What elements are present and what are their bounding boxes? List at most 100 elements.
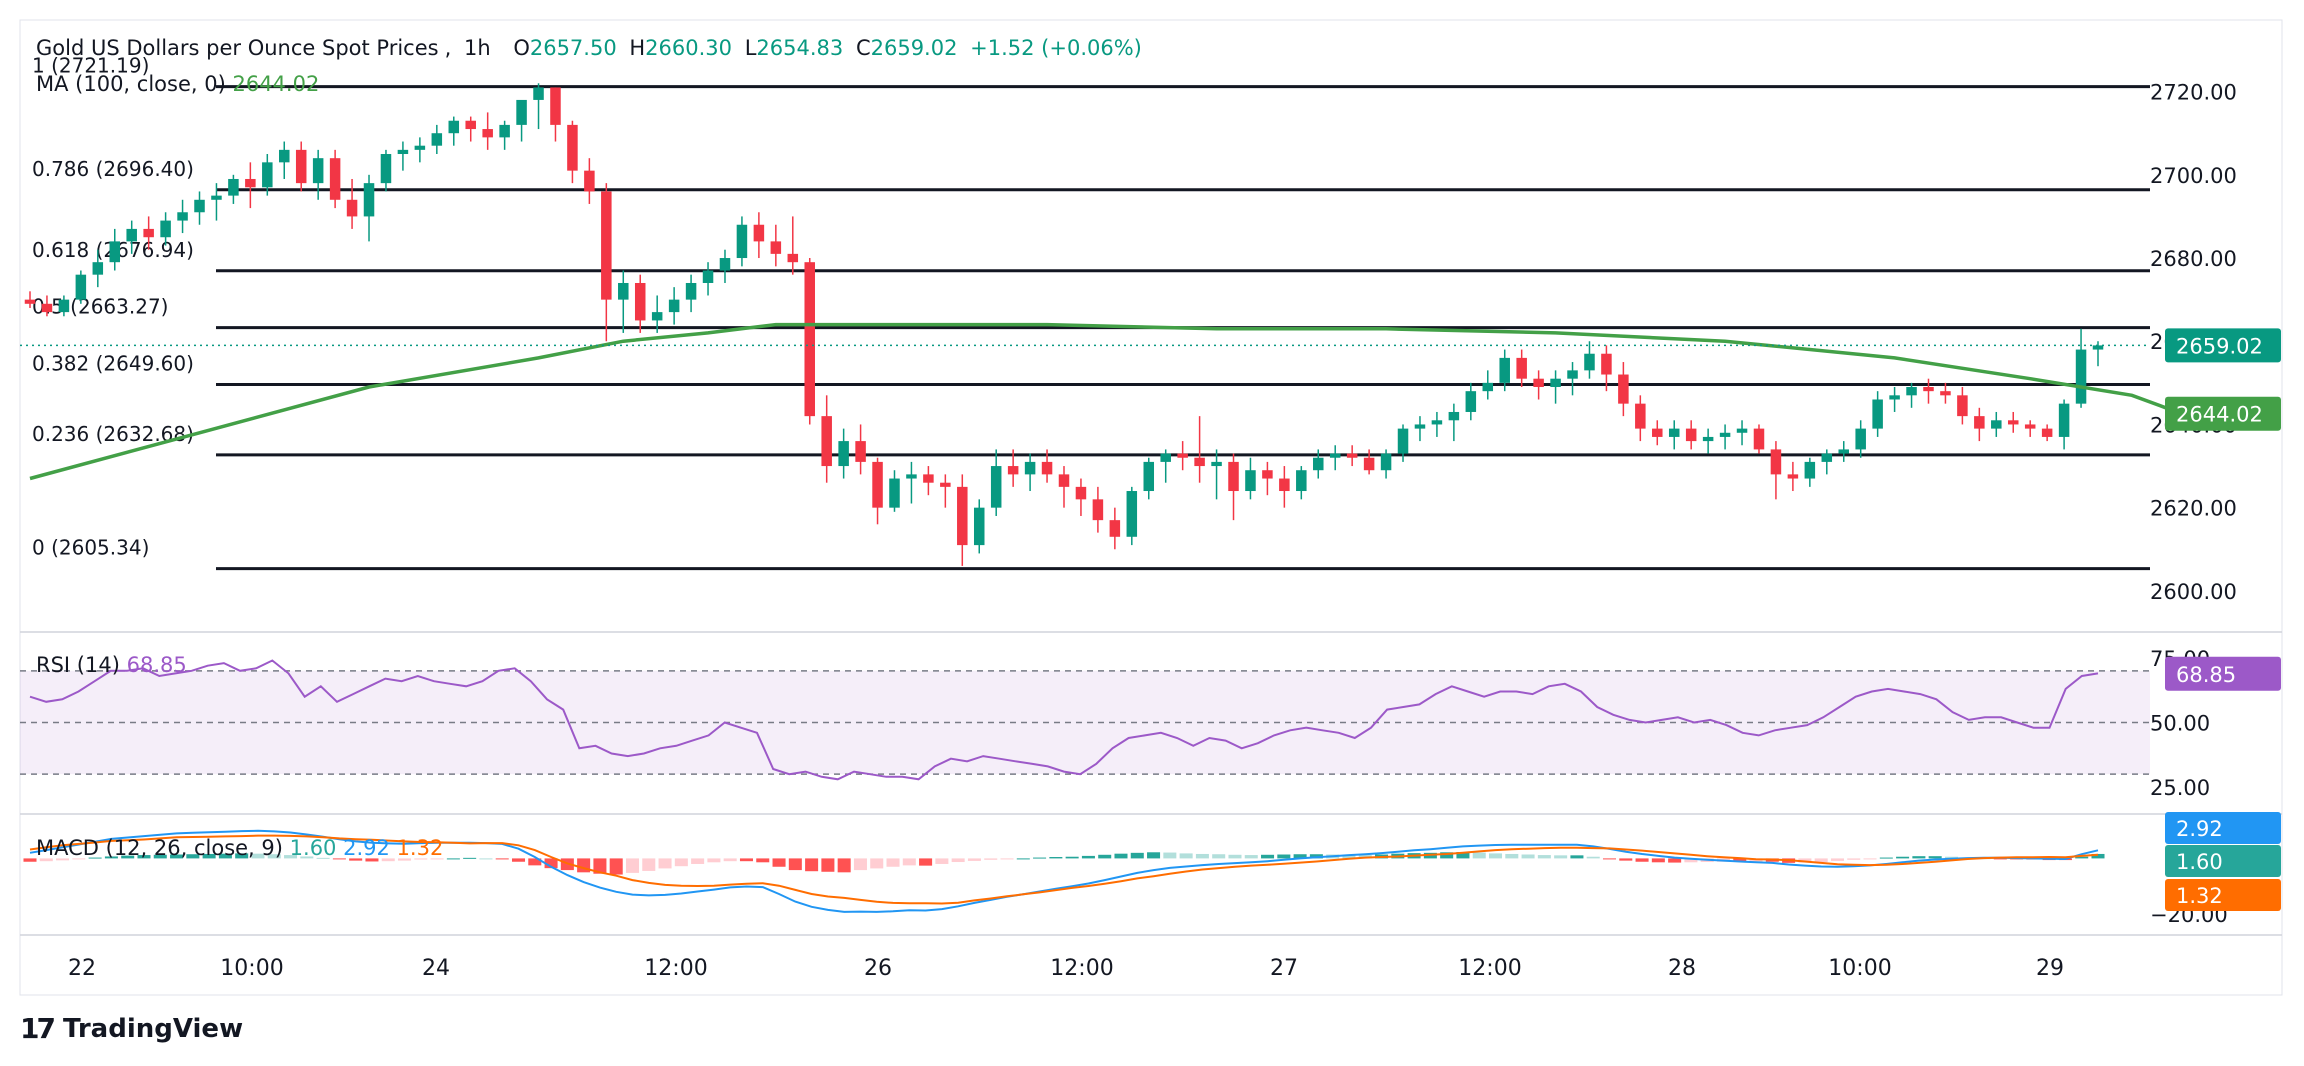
- macd-badge: 1.32: [2165, 879, 2281, 911]
- macd-badge-text: 2.92: [2176, 817, 2223, 841]
- candle: [1584, 341, 1595, 379]
- candle: [1465, 382, 1477, 421]
- candle: [1143, 457, 1155, 500]
- chart-frame: [19, 19, 2283, 996]
- candle: [855, 424, 866, 475]
- candle-body: [465, 120, 476, 130]
- macd-legend-macd: 2.92: [343, 836, 390, 860]
- candle-body: [804, 262, 815, 417]
- candle-body: [1991, 420, 2002, 429]
- candle-body: [1058, 474, 1070, 487]
- macd-legend[interactable]: MACD (12, 26, close, 9) 1.60 2.92 1.32: [36, 836, 443, 860]
- candle: [1974, 407, 1985, 442]
- candle: [2041, 424, 2053, 442]
- candle: [414, 137, 426, 163]
- candle: [1346, 445, 1358, 467]
- candle: [329, 149, 341, 209]
- macd-histogram-bar: [267, 854, 281, 859]
- interval[interactable]: 1h: [463, 36, 491, 60]
- candle-body: [1635, 403, 1646, 429]
- candle: [1296, 466, 1307, 500]
- candle: [24, 291, 36, 308]
- rsi-legend-label: RSI (14): [36, 653, 120, 677]
- candle-body: [1211, 461, 1222, 467]
- candle-body: [770, 241, 782, 254]
- macd-pane: −20.002.921.601.32: [23, 812, 2281, 927]
- candle: [1821, 449, 1833, 475]
- macd-histogram-bar: [1098, 854, 1112, 859]
- candle: [1770, 441, 1782, 500]
- candle: [651, 295, 663, 333]
- candle-body: [1329, 453, 1341, 458]
- macd-badge-bg: [2165, 879, 2281, 911]
- rsi-badge-bg: [2165, 656, 2281, 691]
- macd-histogram-bar: [691, 858, 705, 864]
- candle: [1940, 382, 1951, 404]
- candle: [957, 474, 968, 566]
- candle: [618, 270, 629, 333]
- candle: [262, 154, 273, 196]
- candle: [1160, 449, 1171, 483]
- candle-body: [160, 220, 171, 238]
- candle: [1906, 382, 1917, 408]
- macd-badge: 2.92: [2165, 812, 2281, 844]
- ma-legend-label: MA (100, close, 0): [36, 72, 226, 96]
- candle-body: [1007, 466, 1019, 475]
- candle-body: [651, 312, 663, 321]
- candle-body: [2092, 345, 2104, 350]
- candle-body: [414, 145, 426, 150]
- candle: [940, 474, 951, 508]
- candle: [2075, 328, 2087, 408]
- candle-body: [58, 299, 70, 313]
- candle: [482, 112, 493, 150]
- candle: [312, 149, 324, 200]
- candle: [143, 216, 154, 250]
- candle: [1685, 420, 1697, 450]
- rsi-axis-tick: 50.00: [2150, 712, 2210, 736]
- symbol-name[interactable]: Gold US Dollars per Ounce Spot Prices: [36, 36, 439, 60]
- candle-body: [990, 466, 1002, 508]
- time-axis-tick: 12:00: [1458, 956, 1521, 981]
- rsi-legend[interactable]: RSI (14) 68.85: [36, 653, 187, 677]
- candle: [1668, 420, 1680, 450]
- candle-body: [1380, 453, 1392, 471]
- macd-histogram-bar: [1668, 858, 1682, 863]
- candle-body: [448, 120, 460, 134]
- ma-legend[interactable]: MA (100, close, 0) 2644.02: [36, 72, 319, 96]
- time-axis-tick: 12:00: [644, 956, 707, 981]
- candle-body: [1940, 391, 1951, 396]
- candle: [1007, 449, 1019, 487]
- candle: [1414, 416, 1426, 442]
- macd-histogram-bar: [609, 858, 623, 875]
- macd-histogram-bar: [446, 858, 460, 860]
- candle: [1838, 441, 1849, 462]
- macd-histogram-bar: [805, 858, 819, 872]
- candle: [380, 149, 392, 192]
- macd-badge-bg: [2165, 812, 2281, 844]
- candle-body: [923, 474, 934, 483]
- candle-body: [397, 149, 409, 155]
- macd-histogram-bar: [104, 856, 118, 859]
- candle: [1601, 345, 1612, 392]
- macd-histogram-bar: [1114, 853, 1128, 859]
- candle: [1550, 370, 1561, 404]
- candle-body: [634, 282, 646, 321]
- macd-histogram-bar: [935, 858, 949, 864]
- candle: [448, 116, 460, 146]
- candle-body: [1465, 391, 1477, 412]
- candle-body: [1550, 378, 1561, 388]
- macd-histogram-bar: [1505, 853, 1519, 859]
- candle: [2058, 399, 2070, 450]
- macd-histogram-bar: [1928, 856, 1942, 859]
- candle-body: [1652, 428, 1663, 437]
- candle: [1618, 362, 1629, 417]
- time-axis-tick: 22: [68, 956, 96, 981]
- candle: [1736, 420, 1748, 446]
- macd-histogram-bar: [1049, 857, 1063, 859]
- tradingview-brand[interactable]: 17 TradingView: [20, 1012, 243, 1045]
- candle-body: [1872, 399, 1883, 429]
- macd-histogram-bar: [1586, 856, 1600, 859]
- candle: [1126, 486, 1138, 546]
- candle-body: [75, 274, 87, 300]
